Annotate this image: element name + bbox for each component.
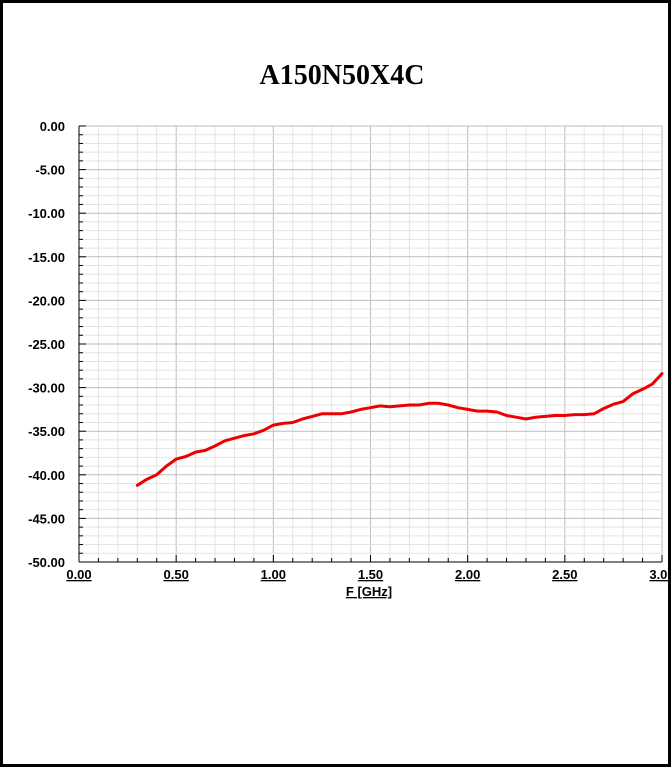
y-tick-label: -10.00	[28, 206, 65, 221]
y-tick-label: -30.00	[28, 381, 65, 396]
y-tick-labels: 0.00 -5.00 -10.00 -15.00 -20.00 -25.00 -30.00 -…	[28, 119, 65, 570]
y-tick-label: -25.00	[28, 337, 65, 352]
y-tick-label: -15.00	[28, 250, 65, 265]
y-tick-label: -5.00	[35, 163, 65, 178]
axes	[78, 125, 663, 563]
x-tick-labels: 0.00 0.50 1.00 1.50 2.00 2.50 3.00	[66, 567, 671, 582]
x-tick-label: 1.50	[358, 567, 383, 582]
y-tick-label: -50.00	[28, 555, 65, 570]
x-axis-label: F [GHz]	[346, 584, 392, 599]
x-tick-label: 1.00	[261, 567, 286, 582]
chart-title: A150N50X4C	[260, 60, 425, 91]
series-line	[135, 372, 664, 487]
x-tick-label: 2.50	[552, 567, 577, 582]
y-tick-label: 0.00	[40, 119, 65, 134]
x-tick-label: 2.00	[455, 567, 480, 582]
grid	[78, 125, 663, 563]
x-tick-label: 0.00	[66, 567, 91, 582]
y-tick-label: -20.00	[28, 293, 65, 308]
plot-series	[135, 372, 664, 487]
x-tick-label: 0.50	[164, 567, 189, 582]
y-tick-label: -45.00	[28, 511, 65, 526]
y-tick-label: -35.00	[28, 424, 65, 439]
y-tick-label: -40.00	[28, 468, 65, 483]
x-tick-label: 3.00	[649, 567, 671, 582]
